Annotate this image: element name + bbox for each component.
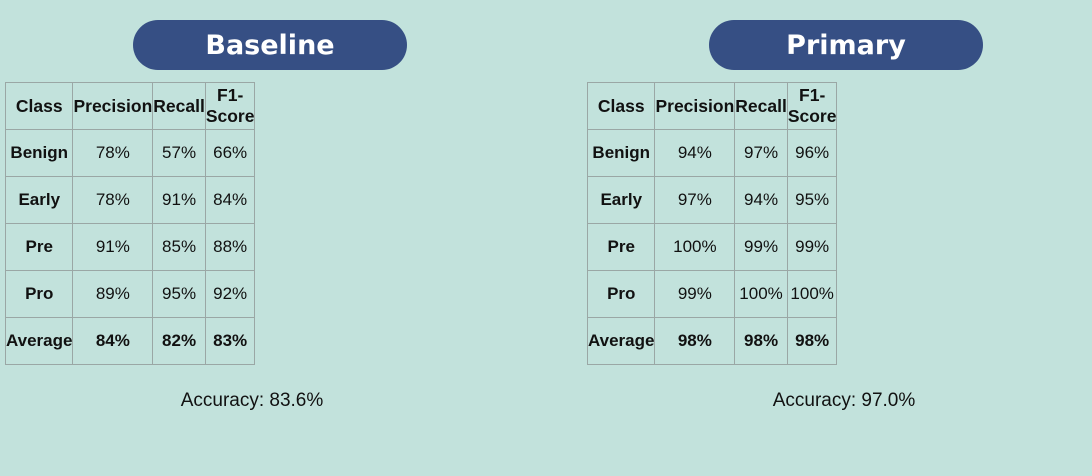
- header-class: Class: [586, 82, 656, 130]
- precision-cell: 84%: [72, 317, 154, 365]
- table-row: Pro 99% 100% 100%: [586, 270, 838, 318]
- header-class: Class: [4, 82, 74, 130]
- f1-cell: 84%: [204, 176, 256, 224]
- row-label: Pro: [586, 270, 656, 318]
- table-row: Benign 78% 57% 66%: [4, 129, 256, 177]
- header-f1-score: F1-Score: [786, 82, 838, 130]
- precision-cell: 78%: [72, 176, 154, 224]
- recall-cell: 95%: [152, 270, 206, 318]
- average-row: Average 98% 98% 98%: [586, 317, 838, 365]
- table-row: Pro 89% 95% 92%: [4, 270, 256, 318]
- row-label: Early: [586, 176, 656, 224]
- recall-cell: 97%: [734, 129, 788, 177]
- row-label: Pre: [4, 223, 74, 271]
- precision-cell: 98%: [654, 317, 736, 365]
- row-label: Pre: [586, 223, 656, 271]
- f1-cell: 92%: [204, 270, 256, 318]
- f1-cell: 83%: [204, 317, 256, 365]
- table-header-row: Class Precision Recall F1-Score: [4, 82, 256, 130]
- baseline-title-pill: Baseline: [133, 20, 407, 70]
- table-row: Pre 100% 99% 99%: [586, 223, 838, 271]
- f1-cell: 66%: [204, 129, 256, 177]
- precision-cell: 97%: [654, 176, 736, 224]
- header-recall: Recall: [734, 82, 788, 130]
- table-row: Early 97% 94% 95%: [586, 176, 838, 224]
- baseline-metrics-table: Class Precision Recall F1-Score Benign 7…: [4, 82, 256, 365]
- recall-cell: 98%: [734, 317, 788, 365]
- precision-cell: 99%: [654, 270, 736, 318]
- average-row: Average 84% 82% 83%: [4, 317, 256, 365]
- primary-accuracy: Accuracy: 97.0%: [772, 390, 916, 411]
- row-label: Benign: [4, 129, 74, 177]
- baseline-accuracy: Accuracy: 83.6%: [180, 390, 324, 411]
- row-label: Early: [4, 176, 74, 224]
- table-header-row: Class Precision Recall F1-Score: [586, 82, 838, 130]
- row-label: Pro: [4, 270, 74, 318]
- row-label: Average: [4, 317, 74, 365]
- f1-cell: 96%: [786, 129, 838, 177]
- row-label: Average: [586, 317, 656, 365]
- recall-cell: 57%: [152, 129, 206, 177]
- f1-cell: 100%: [786, 270, 838, 318]
- header-recall: Recall: [152, 82, 206, 130]
- table-row: Early 78% 91% 84%: [4, 176, 256, 224]
- precision-cell: 89%: [72, 270, 154, 318]
- header-f1-score: F1-Score: [204, 82, 256, 130]
- table-row: Pre 91% 85% 88%: [4, 223, 256, 271]
- recall-cell: 85%: [152, 223, 206, 271]
- row-label: Benign: [586, 129, 656, 177]
- f1-cell: 98%: [786, 317, 838, 365]
- precision-cell: 78%: [72, 129, 154, 177]
- recall-cell: 94%: [734, 176, 788, 224]
- recall-cell: 100%: [734, 270, 788, 318]
- recall-cell: 82%: [152, 317, 206, 365]
- precision-cell: 94%: [654, 129, 736, 177]
- recall-cell: 99%: [734, 223, 788, 271]
- primary-metrics-table: Class Precision Recall F1-Score Benign 9…: [586, 82, 838, 365]
- f1-cell: 99%: [786, 223, 838, 271]
- recall-cell: 91%: [152, 176, 206, 224]
- header-precision: Precision: [654, 82, 736, 130]
- precision-cell: 91%: [72, 223, 154, 271]
- table-row: Benign 94% 97% 96%: [586, 129, 838, 177]
- f1-cell: 88%: [204, 223, 256, 271]
- precision-cell: 100%: [654, 223, 736, 271]
- f1-cell: 95%: [786, 176, 838, 224]
- primary-title-pill: Primary: [709, 20, 983, 70]
- header-precision: Precision: [72, 82, 154, 130]
